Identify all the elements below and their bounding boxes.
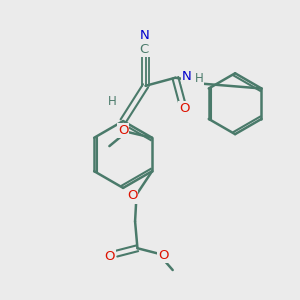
Text: O: O: [179, 102, 190, 115]
Text: C: C: [140, 43, 149, 56]
Text: O: O: [118, 124, 128, 137]
Text: O: O: [158, 249, 169, 262]
Text: H: H: [195, 72, 203, 86]
Text: H: H: [107, 95, 116, 108]
Text: N: N: [182, 70, 192, 83]
Text: O: O: [105, 250, 115, 262]
Text: O: O: [127, 190, 137, 202]
Text: N: N: [140, 29, 150, 42]
